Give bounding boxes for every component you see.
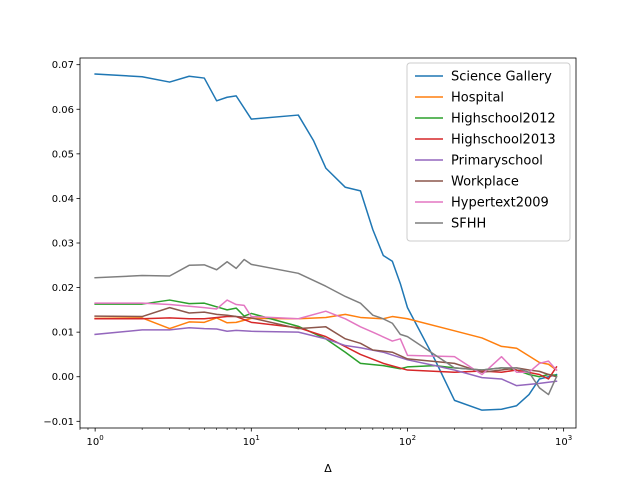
y-tick-label-6: 0.05 <box>52 149 74 160</box>
legend-label-7: SFHH <box>451 217 486 232</box>
y-axis: −0.01 0.00 0.01 0.02 0.03 0.04 0.05 0.06 0.07 <box>43 60 80 428</box>
y-tick-label-8: 0.07 <box>52 60 74 71</box>
y-tick-label-7: 0.06 <box>52 105 74 116</box>
legend-label-0: Science Gallery <box>451 70 552 85</box>
legend-label-2: Highschool2012 <box>451 112 556 127</box>
x-tick-label-0: 100 <box>87 434 104 448</box>
legend-label-3: Highschool2013 <box>451 133 556 148</box>
legend-label-1: Hospital <box>451 91 504 106</box>
y-tick-label-3: 0.02 <box>52 283 74 294</box>
x-axis-label: Δ <box>324 462 332 475</box>
legend-box <box>406 62 571 242</box>
x-tick-label-3: 103 <box>555 434 572 448</box>
x-tick-label-1: 101 <box>243 434 260 448</box>
legend-label-5: Workplace <box>451 175 519 190</box>
y-tick-label-1: 0.00 <box>52 372 74 383</box>
series-line-7 <box>94 258 558 396</box>
series-line-6 <box>94 299 558 376</box>
y-tick-label-4: 0.03 <box>52 239 74 250</box>
series-line-0 <box>94 73 558 411</box>
y-tick-label-5: 0.04 <box>52 194 74 205</box>
x-axis: 100 101 102 103 <box>79 428 572 448</box>
y-tick-label-2: 0.01 <box>52 328 74 339</box>
series-line-1 <box>94 313 558 372</box>
y-tick-label-0: −0.01 <box>43 417 74 428</box>
x-tick-label-2: 102 <box>399 434 416 448</box>
legend: Science Gallery Hospital Highschool2012 Hig… <box>406 62 571 242</box>
legend-label-4: Primaryschool <box>451 154 543 169</box>
legend-label-6: Hypertext2009 <box>451 196 549 211</box>
series-line-4 <box>94 326 558 387</box>
